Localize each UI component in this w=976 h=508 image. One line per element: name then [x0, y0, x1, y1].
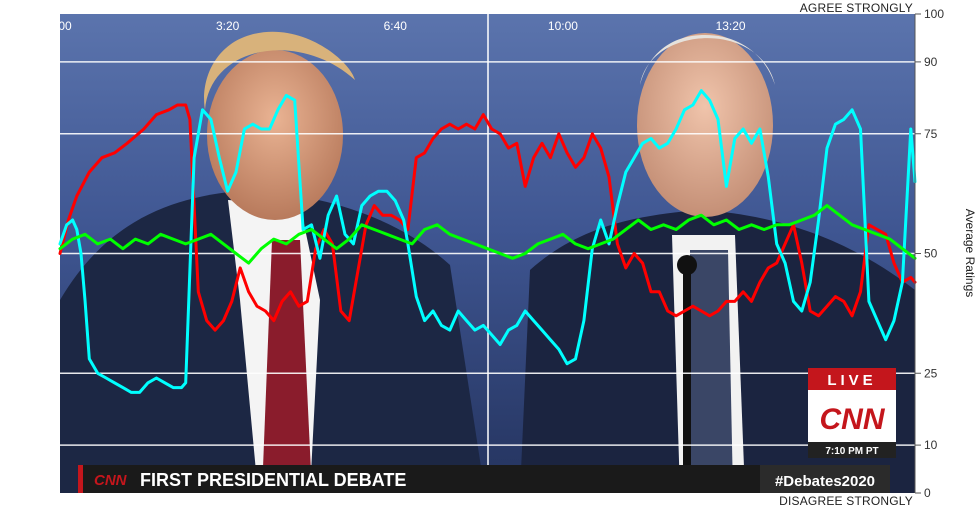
top-edge-label: AGREE STRONGLY: [800, 1, 913, 15]
x-tick-label: 13:20: [716, 19, 746, 33]
bottom-edge-label: DISAGREE STRONGLY: [779, 494, 913, 508]
y-tick-label: 75: [924, 127, 938, 141]
x-tick-label: 6:40: [384, 19, 408, 33]
y-tick-label: 10: [924, 438, 938, 452]
y-axis-title: Average Ratings: [963, 209, 976, 298]
y-tick-label: 50: [924, 247, 938, 261]
lower-third-banner: CNN FIRST PRESIDENTIAL DEBATE #Debates20…: [78, 465, 890, 493]
series-line-2: [58, 89, 917, 394]
hashtag: #Debates2020: [775, 473, 875, 490]
x-tick-label: 3:20: [216, 19, 240, 33]
y-tick-label: 90: [924, 55, 938, 69]
x-tick-label: 10:00: [548, 19, 578, 33]
y-tick-label: 100: [924, 7, 944, 21]
time-badge: 7:10 PM PT: [825, 446, 878, 457]
cnn-live-badge: LIVE CNN 7:10 PM PT: [808, 368, 896, 458]
series-line-3: [58, 204, 917, 265]
series-lines: [58, 89, 917, 394]
y-axis-ticks: 0 10 25 50 75 90 100: [915, 7, 944, 500]
y-tick-label: 25: [924, 366, 938, 380]
left-speaker-figure: [60, 31, 485, 493]
banner-title: FIRST PRESIDENTIAL DEBATE: [140, 470, 406, 490]
cnn-logo: CNN: [820, 403, 886, 436]
x-axis-ticks: 0:00 3:20 6:40 10:00 13:20: [48, 19, 746, 33]
y-tick-label: 0: [924, 486, 931, 500]
banner-cnn-logo: CNN: [94, 472, 128, 489]
x-tick-label: 0:00: [48, 19, 72, 33]
live-badge-text: LIVE: [827, 372, 876, 389]
